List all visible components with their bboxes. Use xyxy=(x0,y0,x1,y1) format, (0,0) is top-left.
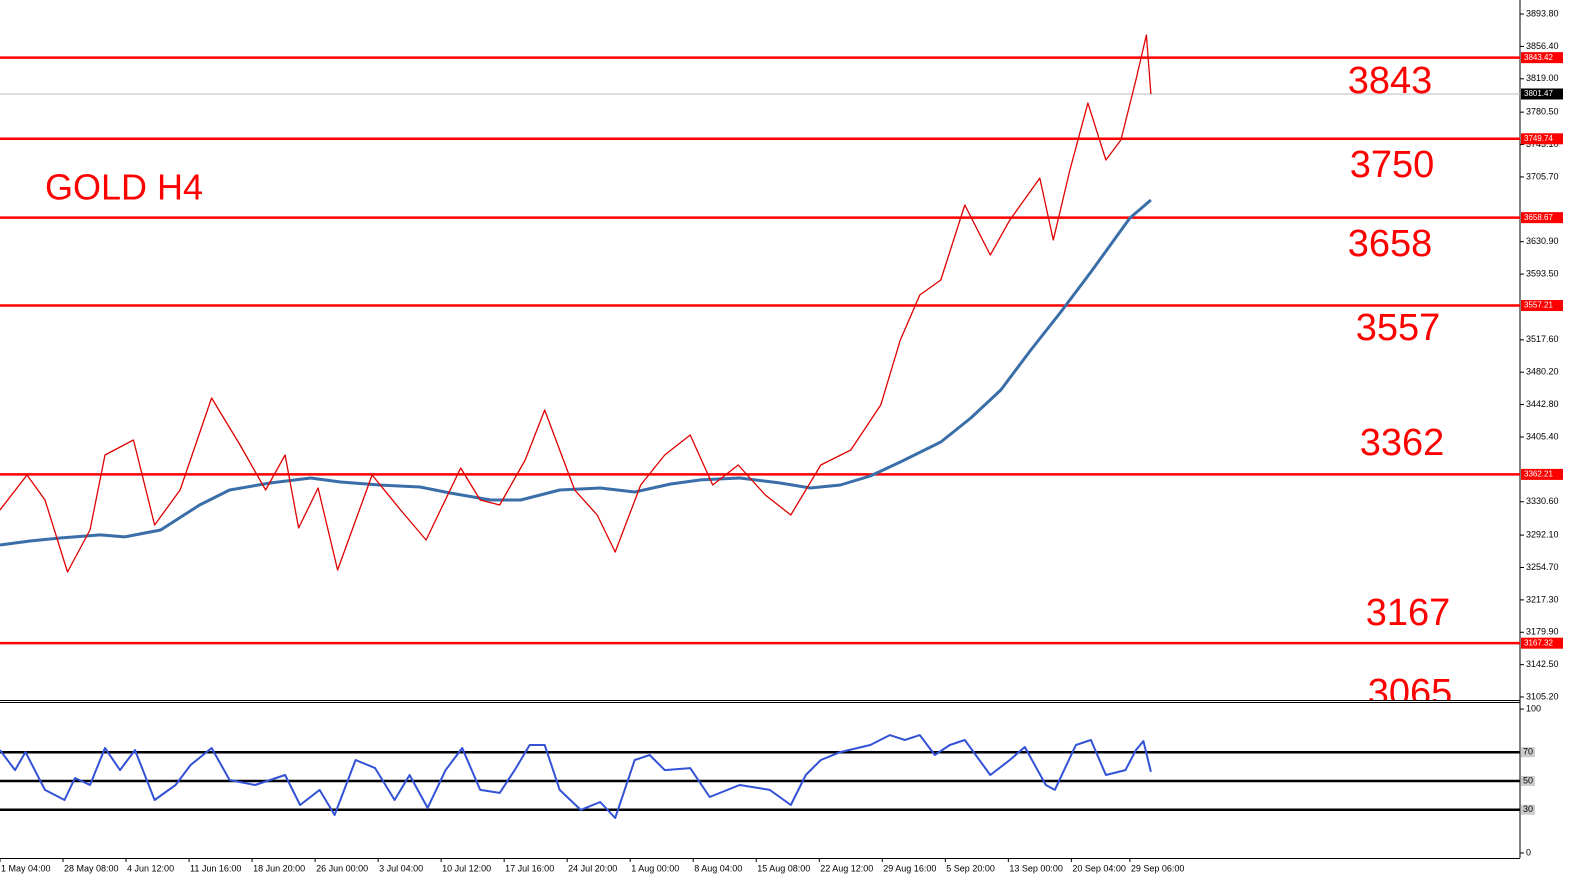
x-tick-label: 3 Jul 04:00 xyxy=(379,863,423,873)
y-tick-label: 3630.90 xyxy=(1526,236,1559,246)
rsi-level-label: 70 xyxy=(1523,747,1533,757)
y-tick-label: 3893.80 xyxy=(1526,8,1559,18)
rsi-panel xyxy=(0,734,1520,819)
level-label: 3065 xyxy=(1368,672,1453,714)
level-tag xyxy=(1521,212,1563,224)
price-panel: 3843 3750 3658 3557 3362 3167 3065 xyxy=(0,34,1520,714)
y-tick-label: 3405.40 xyxy=(1526,431,1559,441)
rsi-level-tag xyxy=(1521,747,1535,758)
y-tick-label: 3330.60 xyxy=(1526,496,1559,506)
y-tick-label: 3819.00 xyxy=(1526,73,1559,83)
x-tick-label: 22 Aug 12:00 xyxy=(820,863,873,873)
level-label: 3557 xyxy=(1356,307,1441,349)
x-tick-label: 11 Jun 16:00 xyxy=(190,863,241,873)
x-tick-label: 17 Jul 16:00 xyxy=(505,863,554,873)
y-tick-label: 3480.20 xyxy=(1526,367,1559,377)
current-price-tag xyxy=(1521,88,1563,100)
y-tick-label: 3292.10 xyxy=(1526,529,1559,539)
moving-average xyxy=(0,198,1152,547)
x-tick-label: 29 Sep 06:00 xyxy=(1131,863,1185,873)
x-tick-label: 15 Aug 08:00 xyxy=(757,863,810,873)
x-tick-label: 29 Aug 16:00 xyxy=(883,863,936,873)
level-label: 3167 xyxy=(1366,592,1451,634)
level-tag-label: 3843.42 xyxy=(1524,53,1553,62)
x-tick-label: 5 Sep 20:00 xyxy=(946,863,995,873)
price-line xyxy=(0,34,1152,573)
x-tick-label: 28 May 08:00 xyxy=(64,863,119,873)
x-tick-label: 13 Sep 00:00 xyxy=(1009,863,1063,873)
y-tick-label: 3442.80 xyxy=(1526,399,1559,409)
level-tag xyxy=(1521,637,1563,649)
level-tag xyxy=(1521,133,1563,145)
level-tag-label: 3362.21 xyxy=(1524,470,1553,479)
x-tick-label: 18 Jun 20:00 xyxy=(253,863,305,873)
x-tick-label: 24 Jul 20:00 xyxy=(568,863,617,873)
y-tick-label: 3142.50 xyxy=(1526,659,1559,669)
rsi-level-label: 50 xyxy=(1523,775,1533,785)
level-tag xyxy=(1521,52,1563,64)
rsi-level-tag xyxy=(1521,776,1535,787)
y-tick-label: 3179.90 xyxy=(1526,627,1559,637)
level-tag xyxy=(1521,468,1563,480)
level-tag-label: 3557.21 xyxy=(1524,301,1553,310)
level-tag xyxy=(1521,300,1563,312)
level-tag-label: 3167.32 xyxy=(1524,638,1553,647)
x-tick-label: 1 May 04:00 xyxy=(1,863,51,873)
level-label: 3750 xyxy=(1350,144,1435,186)
x-tick-label: 1 Aug 00:00 xyxy=(631,863,679,873)
x-tick-label: 10 Jul 12:00 xyxy=(442,863,491,873)
chart-title: GOLD H4 xyxy=(45,167,203,208)
y-tick-label: 3517.60 xyxy=(1526,334,1559,344)
level-tag-label: 3658.67 xyxy=(1524,213,1553,222)
y-tick-label: 3254.70 xyxy=(1526,562,1559,572)
axes: 3893.803856.403819.003780.503743.103705.… xyxy=(0,8,1563,873)
level-label: 3843 xyxy=(1348,60,1433,102)
y-tick-label: 3856.40 xyxy=(1526,41,1559,51)
level-tag-label: 3749.74 xyxy=(1524,134,1553,143)
y-tick-label: 3217.30 xyxy=(1526,594,1559,604)
x-tick-label: 4 Jun 12:00 xyxy=(127,863,174,873)
y-tick-label: 3705.70 xyxy=(1526,171,1559,181)
level-label: 3658 xyxy=(1348,223,1433,265)
x-tick-label: 8 Aug 04:00 xyxy=(694,863,742,873)
rsi-level-label: 30 xyxy=(1523,804,1533,814)
y-tick-label: 3105.20 xyxy=(1526,691,1559,701)
level-label: 3362 xyxy=(1360,422,1445,464)
current-price-label: 3801.47 xyxy=(1524,89,1553,98)
rsi-y-tick-label: 0 xyxy=(1526,847,1531,857)
rsi-y-tick-label: 100 xyxy=(1526,703,1541,713)
x-tick-label: 26 Jun 00:00 xyxy=(316,863,368,873)
y-tick-label: 3780.50 xyxy=(1526,107,1559,117)
rsi-level-tag xyxy=(1521,804,1535,815)
rsi-line xyxy=(0,734,1152,819)
y-tick-label: 3593.50 xyxy=(1526,268,1559,278)
x-tick-label: 20 Sep 04:00 xyxy=(1072,863,1126,873)
